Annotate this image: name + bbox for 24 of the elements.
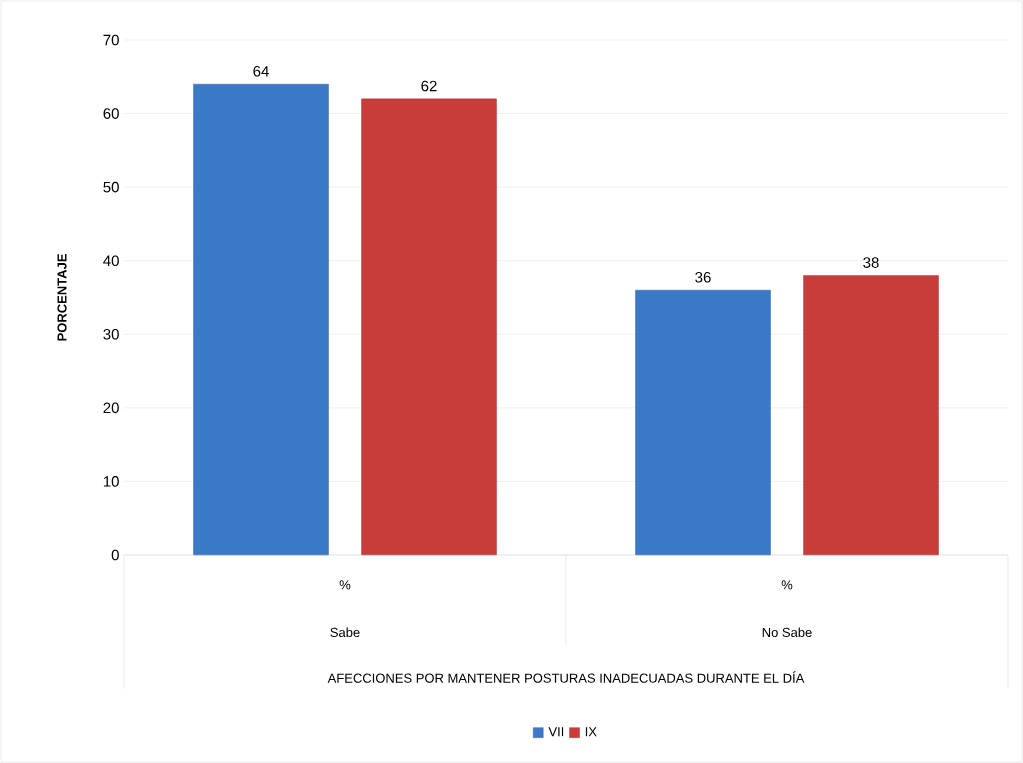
legend-label: IX xyxy=(585,727,597,737)
text: % xyxy=(781,580,793,590)
bar xyxy=(635,289,771,556)
x-tick-label: Sabe xyxy=(330,627,360,638)
y-tick-label: 70 xyxy=(103,34,119,46)
y-tick-label: 30 xyxy=(103,328,119,340)
data-label: 64 xyxy=(253,66,269,77)
y-tick-label: 0 xyxy=(111,549,119,561)
legend-label: VII xyxy=(548,727,564,737)
y-axis-title: PORCENTAJE xyxy=(57,254,67,341)
y-tick-label: 50 xyxy=(103,181,119,193)
y-tick-label: 40 xyxy=(103,255,119,267)
x-tick-label: No Sabe xyxy=(762,627,812,638)
data-label: 62 xyxy=(421,80,437,92)
bar xyxy=(803,275,939,556)
bar xyxy=(361,98,497,556)
text: % xyxy=(339,580,351,590)
y-tick-label: 10 xyxy=(103,476,119,487)
y-tick-label: 60 xyxy=(103,108,119,119)
data-label: 36 xyxy=(695,272,711,283)
y-tick-label: 20 xyxy=(103,402,119,414)
bar xyxy=(193,83,329,556)
data-label: 38 xyxy=(863,257,879,268)
x-axis-title: AFECCIONES POR MANTENER POSTURAS INADECUADAS DURANTE EL DÍA xyxy=(327,671,805,683)
